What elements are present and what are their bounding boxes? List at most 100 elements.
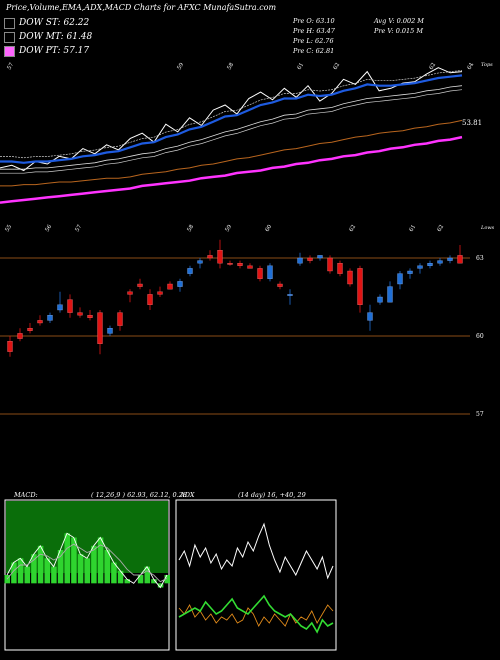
ema-bottom-tick: 59 <box>225 224 234 233</box>
candle-body <box>27 328 33 331</box>
macd-histogram-bar <box>164 575 170 584</box>
macd-histogram-bar <box>144 566 150 584</box>
ema-value-label: 53.81 <box>462 119 482 127</box>
legend-dow-mt: DOW MT: 61.48 <box>4 31 92 43</box>
price-panel: 63 60 57 <box>0 239 484 418</box>
macd-histogram-bar <box>104 550 110 584</box>
adx-params: (14 day) 16, +40, 29 <box>238 491 306 499</box>
candle-body <box>417 265 423 269</box>
candle-body <box>67 299 73 313</box>
adx-line-adx <box>178 522 334 580</box>
ema-bottom-tick: 55 <box>5 224 14 233</box>
candle-body <box>197 260 203 264</box>
page-title: Price,Volume,EMA,ADX,MACD Charts for AFX… <box>6 3 277 12</box>
candle-body <box>367 312 373 321</box>
ohlc-high: Pre H: 63.47 <box>293 27 335 35</box>
candle-body <box>207 255 213 259</box>
candle-body <box>167 283 173 290</box>
macd-histogram-bar <box>37 545 44 584</box>
legend-label-mt: DOW MT: 61.48 <box>19 32 93 42</box>
candle-body <box>177 281 183 287</box>
ema-line-price <box>0 67 463 172</box>
candle-body <box>47 315 53 321</box>
candle-body <box>337 263 343 274</box>
candle-body <box>297 257 303 264</box>
candle-body <box>17 333 23 339</box>
macd-histogram-bar <box>124 579 130 584</box>
macd-histogram-bar <box>24 566 30 584</box>
macd-histogram-bar <box>51 566 57 584</box>
ohlc-volume: Pre V: 0.015 M <box>374 27 424 35</box>
adx-line-di_plus <box>178 604 334 627</box>
price-axis-label: 57 <box>476 411 484 418</box>
candle-body <box>97 312 103 344</box>
candle-body <box>187 268 193 274</box>
ema-line-ema_lt <box>0 119 463 187</box>
candle-body <box>147 294 153 305</box>
candle-body <box>77 312 83 316</box>
macd-histogram-bar <box>111 562 117 584</box>
ema-line-ema_st <box>0 74 463 164</box>
candle-body <box>427 263 433 266</box>
ema-line-ema_mt <box>0 85 463 170</box>
ohlc-avg-volume: Avg V: 0.002 M <box>374 17 424 25</box>
candle-body <box>227 263 233 265</box>
ema-top-tick: 62 <box>429 62 438 71</box>
ema-bottom-tick: 60 <box>265 224 274 233</box>
ema-lows-label: Lows <box>480 225 495 231</box>
ema-top-tick: 57 <box>7 62 16 71</box>
macd-histogram-bar <box>117 570 124 584</box>
legend-swatch-mt <box>4 31 15 43</box>
candle-body <box>347 270 353 285</box>
candle-body <box>127 291 133 295</box>
ema-top-tick: 59 <box>177 62 186 71</box>
candle-body <box>107 328 113 334</box>
candle-body <box>397 273 403 285</box>
ema-envelope-ema_mt <box>0 89 463 174</box>
candle-body <box>87 315 93 318</box>
ema-bottom-tick: 56 <box>45 224 54 233</box>
macd-label: MACD: <box>14 491 38 499</box>
candle-body <box>247 265 253 269</box>
macd-histogram-bar <box>137 575 144 584</box>
macd-histogram-bar <box>64 533 70 584</box>
legend-dow-pt: DOW PT: 57.17 <box>4 45 89 57</box>
macd-histogram-bar <box>44 558 50 584</box>
candle-body <box>377 296 383 303</box>
macd-histogram-bar <box>97 537 104 584</box>
candle-body <box>407 270 413 274</box>
macd-histogram-bar <box>157 583 164 588</box>
ema-bottom-tick: 58 <box>187 224 196 233</box>
ema-tops-label: Tops <box>481 62 493 68</box>
ema-panel: 57 59 58 61 62 62 64 55 56 57 58 59 60 62 61 62 Tops Lows… <box>0 62 495 233</box>
candle-body <box>7 341 13 352</box>
candle-body <box>447 257 453 261</box>
candle-body <box>217 250 223 264</box>
adx-line-di_minus <box>178 594 334 634</box>
legend-dow-st: DOW ST: 62.22 <box>4 17 89 29</box>
candle-body <box>237 263 243 266</box>
candle-body <box>37 320 43 324</box>
ema-bottom-tick: 62 <box>437 224 446 233</box>
ema-top-tick: 62 <box>333 62 342 71</box>
candle-body <box>257 268 263 279</box>
price-axis-label: 60 <box>476 333 484 340</box>
candle-body <box>457 255 463 264</box>
macd-panel <box>4 499 170 651</box>
candle-body <box>157 291 163 295</box>
legend-swatch-pt <box>4 45 15 57</box>
ohlc-low: Pre L: 62.76 <box>293 37 334 45</box>
legend-swatch-st <box>4 17 15 29</box>
macd-line-signal <box>6 543 168 583</box>
candle-body <box>137 283 143 287</box>
candle-body <box>307 257 313 261</box>
candle-body <box>57 304 63 311</box>
candle-body <box>387 286 393 303</box>
ohlc-open: Pre O: 63.10 <box>293 17 335 25</box>
ohlc-close: Pre C: 62.81 <box>293 47 335 55</box>
adx-label: ADX <box>180 491 195 499</box>
candle-body <box>357 268 363 305</box>
ema-bottom-tick: 62 <box>349 224 358 233</box>
macd-histogram-bar <box>71 537 77 584</box>
